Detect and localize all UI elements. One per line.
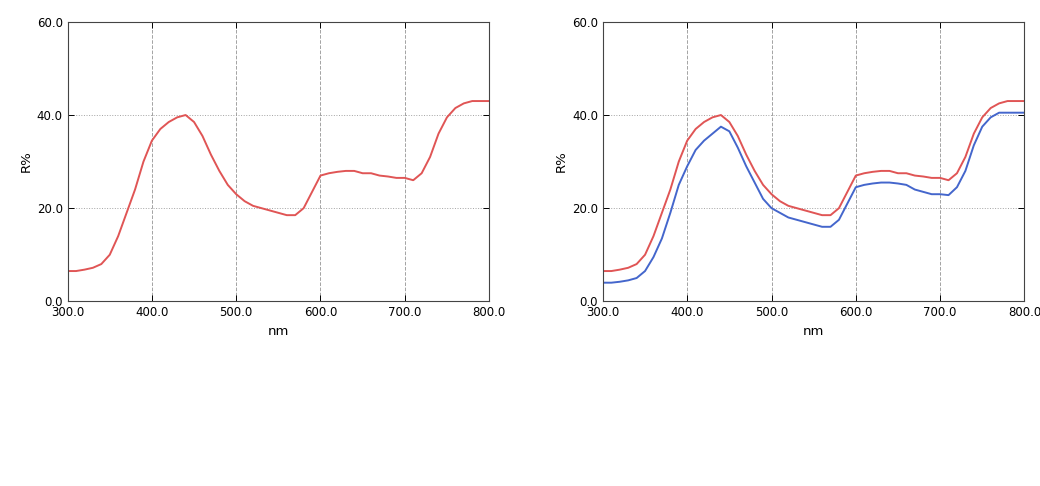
X-axis label: nm: nm	[267, 325, 289, 338]
Y-axis label: R%: R%	[555, 151, 568, 173]
Y-axis label: R%: R%	[20, 151, 32, 173]
X-axis label: nm: nm	[803, 325, 825, 338]
